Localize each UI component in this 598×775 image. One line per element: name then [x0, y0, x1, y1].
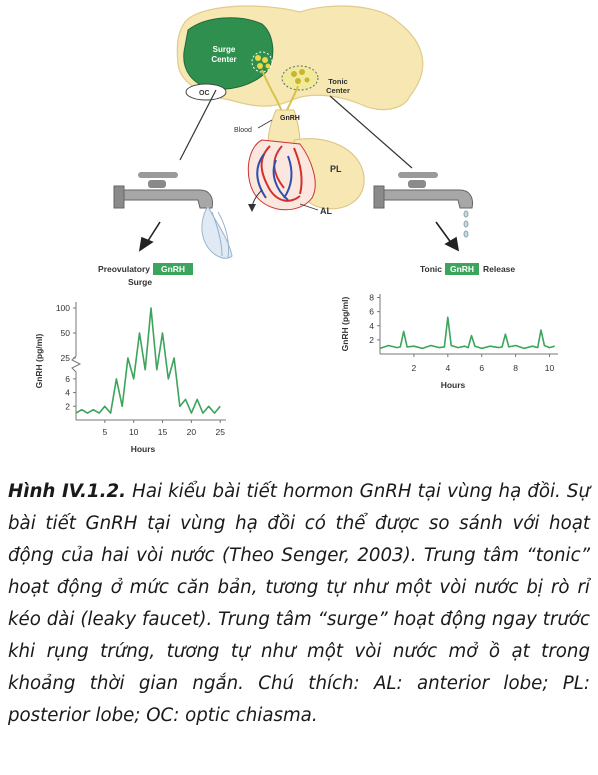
blood-label: Blood	[234, 127, 252, 134]
surge-center-label-2: Center	[211, 55, 236, 64]
surge-chart: 2 4 6 25 50 100 5 10 15 20 25 Hours GnRH (pg/ml)	[34, 302, 226, 454]
x-tick-label: 4	[445, 363, 450, 373]
right-title-post: Release	[483, 264, 515, 274]
x-tick-label: 25	[215, 427, 225, 437]
right-chart-title: Tonic GnRH Release	[420, 263, 515, 275]
series-line-gnrh-tonic	[379, 316, 555, 350]
portal-vessels	[256, 145, 303, 202]
tonic-faucet-icon	[373, 172, 473, 238]
gnrh-figure: Surge Center OC Tonic Center GnRH Blood …	[34, 5, 558, 454]
caption-label: Hình IV.1.2.	[8, 481, 127, 502]
x-tick-label: 15	[158, 427, 168, 437]
al-label: AL	[320, 206, 332, 216]
tonic-center-label-1: Tonic	[328, 77, 347, 86]
tonic-center-label-2: Center	[326, 86, 350, 95]
y-tick-label: 50	[61, 328, 71, 338]
x-tick-label: 5	[102, 427, 107, 437]
left-title-sub: Surge	[128, 277, 152, 287]
x-tick-label: 20	[187, 427, 197, 437]
y-axis-line-with-break	[71, 302, 82, 420]
surge-faucet-icon	[113, 172, 233, 259]
y-tick-label: 100	[56, 303, 70, 313]
oc-label: OC	[199, 90, 210, 97]
x-tick-label: 8	[513, 363, 518, 373]
y-tick-label: 4	[65, 388, 70, 398]
pl-label: PL	[330, 164, 342, 174]
left-title-tag: GnRH	[161, 264, 185, 274]
faucet-arrows	[138, 221, 460, 252]
left-chart-title: Preovulatory GnRH Surge	[98, 263, 193, 287]
x-axis-label: Hours	[131, 444, 156, 454]
gnrh-label: GnRH	[280, 115, 300, 122]
x-tick-label: 10	[129, 427, 139, 437]
figure-caption: Hình IV.1.2. Hai kiểu bài tiết hormon Gn…	[8, 476, 590, 732]
caption-text: Hai kiểu bài tiết hormon GnRH tại vùng h…	[8, 481, 590, 726]
tonic-chart: 2 4 6 8 2 4 6 8 10 Hours GnRH (pg/ml)	[340, 293, 558, 390]
y-axis-label: GnRH (pg/ml)	[340, 296, 350, 351]
y-tick-label: 2	[369, 335, 374, 345]
series-line-gnrh-surge	[75, 307, 221, 414]
tonic-center-region	[281, 65, 319, 91]
surge-center-label-1: Surge	[213, 45, 236, 54]
y-tick-label: 6	[369, 307, 374, 317]
x-tick-label: 6	[479, 363, 484, 373]
x-tick-label: 2	[412, 363, 417, 373]
y-axis-label: GnRH (pg/ml)	[34, 333, 44, 388]
left-title-prefix: Preovulatory	[98, 264, 150, 274]
hypothalamus-diagram: Surge Center OC Tonic Center GnRH Blood …	[176, 5, 424, 216]
x-axis-label: Hours	[441, 380, 466, 390]
y-tick-label: 6	[65, 374, 70, 384]
right-title-tag: GnRH	[450, 264, 474, 274]
right-title-prefix: Tonic	[420, 264, 442, 274]
y-tick-label: 4	[369, 321, 374, 331]
y-tick-label: 25	[61, 353, 71, 363]
surge-neuron-cluster	[251, 51, 273, 73]
y-tick-label: 8	[369, 293, 374, 303]
y-tick-label: 2	[65, 401, 70, 411]
optic-chiasma	[185, 83, 227, 101]
x-tick-label: 10	[545, 363, 555, 373]
